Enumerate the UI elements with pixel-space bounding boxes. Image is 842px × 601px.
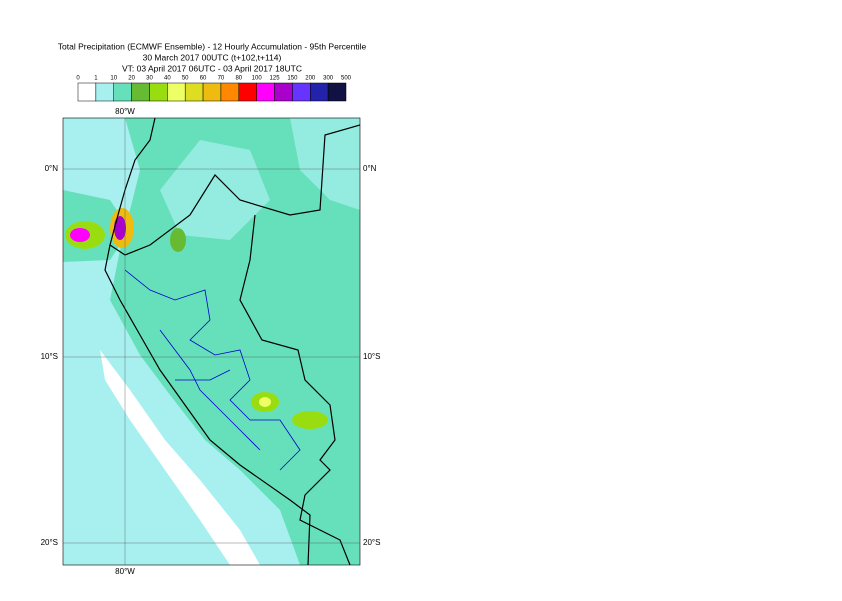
rain-max: [114, 216, 126, 240]
legend-swatch: [113, 82, 132, 102]
valid-time: VT: 03 April 2017 06UTC - 03 April 2017 …: [122, 63, 302, 73]
legend-label: 100: [252, 76, 263, 82]
dry-area: [160, 140, 270, 240]
lat-label: 10°S: [41, 352, 58, 361]
legend-label: 150: [287, 76, 298, 82]
rain-area: [170, 228, 186, 252]
legend-label: 20: [128, 76, 135, 82]
title: Total Precipitation (ECMWF Ensemble) - 1…: [58, 41, 367, 51]
legend-swatch: [167, 82, 186, 102]
legend-swatch: [202, 82, 222, 102]
legend-label: 500: [341, 76, 352, 82]
legend-swatch: [274, 82, 293, 102]
legend-label: 10: [110, 76, 117, 82]
legend-label: 0: [76, 76, 80, 82]
legend-swatch: [95, 82, 114, 102]
legend-swatch: [256, 82, 275, 102]
lon-label: 80°W: [115, 567, 135, 576]
legend-swatch: [292, 82, 311, 102]
rain-area: [292, 411, 328, 429]
borders: [109, 124, 360, 565]
legend-label: 125: [270, 76, 281, 82]
legend-swatch: [220, 82, 240, 102]
legend-swatch: [310, 82, 329, 102]
legend-label: 40: [164, 76, 171, 82]
regions: [124, 269, 301, 471]
legend-label: 30: [146, 76, 153, 82]
dry-area: [290, 118, 360, 210]
lat-label: 0°N: [45, 164, 59, 173]
legend-swatch: [131, 82, 150, 102]
coastline: [104, 118, 311, 565]
map: 80°W 80°W 0°N 10°S 20°S 0°N 10°S 20°S: [41, 107, 381, 576]
lat-label: 0°N: [363, 164, 377, 173]
legend-label: 60: [200, 76, 207, 82]
lat-label: 20°S: [363, 538, 380, 547]
legend-swatch: [238, 82, 257, 102]
legend-label: 1: [94, 76, 98, 82]
rain-area: [259, 397, 271, 407]
subtitle: 30 March 2017 00UTC (t+102,t+114): [143, 52, 282, 62]
legend-label: 300: [323, 76, 334, 82]
legend-swatch: [327, 82, 347, 102]
land-rain: [110, 118, 360, 565]
legend-label: 200: [305, 76, 316, 82]
legend-swatch: [77, 82, 97, 102]
lat-label: 10°S: [363, 352, 380, 361]
legend-label: 70: [218, 76, 225, 82]
lat-label: 20°S: [41, 538, 58, 547]
legend-swatch: [149, 82, 168, 102]
lon-label: 80°W: [115, 107, 135, 116]
legend-swatch: [184, 82, 204, 102]
legend-label: 80: [235, 76, 242, 82]
dry-streak: [100, 350, 260, 565]
legend: 0 1 10 20 30 40 50 60 70 80 100 125 150 200 300 500: [76, 76, 352, 102]
map-frame: [62, 117, 361, 566]
legend-label: 50: [182, 76, 189, 82]
rain-max: [70, 228, 90, 242]
